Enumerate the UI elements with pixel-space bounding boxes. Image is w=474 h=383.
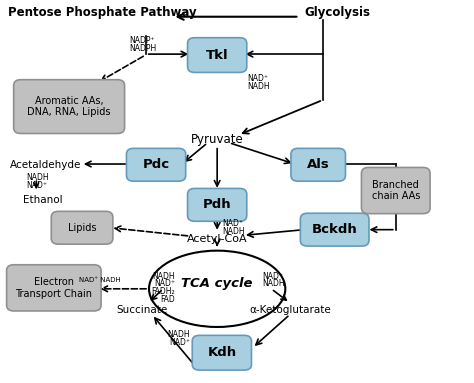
Text: Acetaldehyde: Acetaldehyde xyxy=(10,160,82,170)
FancyBboxPatch shape xyxy=(291,148,346,181)
Text: Succinate: Succinate xyxy=(116,305,168,315)
Text: NADPH: NADPH xyxy=(129,44,156,53)
Text: Pentose Phosphate Pathway: Pentose Phosphate Pathway xyxy=(8,6,197,19)
Text: Pdc: Pdc xyxy=(143,158,170,171)
Text: NAD⁺: NAD⁺ xyxy=(247,74,268,83)
Text: NADH: NADH xyxy=(26,173,48,182)
FancyBboxPatch shape xyxy=(51,211,113,244)
Text: Lipids: Lipids xyxy=(68,223,96,233)
Text: NAD⁺: NAD⁺ xyxy=(26,181,47,190)
FancyBboxPatch shape xyxy=(188,188,247,221)
Text: Glycolysis: Glycolysis xyxy=(304,6,370,19)
Text: Tkl: Tkl xyxy=(206,49,228,62)
FancyBboxPatch shape xyxy=(188,38,247,72)
Text: Ethanol: Ethanol xyxy=(23,195,63,205)
Text: NAD⁺: NAD⁺ xyxy=(169,338,191,347)
Text: Electron
Transport Chain: Electron Transport Chain xyxy=(15,277,92,299)
FancyBboxPatch shape xyxy=(192,336,252,370)
FancyBboxPatch shape xyxy=(14,80,125,134)
Text: Pyruvate: Pyruvate xyxy=(191,133,244,146)
FancyBboxPatch shape xyxy=(301,213,369,246)
Text: Bckdh: Bckdh xyxy=(312,223,357,236)
Text: NADH: NADH xyxy=(262,279,284,288)
Text: Als: Als xyxy=(307,158,329,171)
Text: Kdh: Kdh xyxy=(207,346,237,359)
Text: NADH: NADH xyxy=(152,272,175,281)
Text: NAD⁺ NADH: NAD⁺ NADH xyxy=(79,277,120,283)
Text: Pdh: Pdh xyxy=(203,198,231,211)
Text: Branched
chain AAs: Branched chain AAs xyxy=(372,180,420,201)
Text: NADH: NADH xyxy=(247,82,269,92)
FancyBboxPatch shape xyxy=(362,167,430,214)
Text: FAD: FAD xyxy=(160,295,175,304)
Text: FADH₂: FADH₂ xyxy=(151,287,175,296)
Text: NADH: NADH xyxy=(222,227,245,236)
Text: NAD⁺: NAD⁺ xyxy=(154,279,175,288)
FancyBboxPatch shape xyxy=(127,148,186,181)
Text: NADP⁺: NADP⁺ xyxy=(129,36,155,45)
Text: NADH: NADH xyxy=(168,330,191,339)
FancyBboxPatch shape xyxy=(7,265,101,311)
Text: NAD⁺: NAD⁺ xyxy=(222,219,243,228)
Text: Acetyl-CoA: Acetyl-CoA xyxy=(187,234,247,244)
Text: TCA cycle: TCA cycle xyxy=(182,277,253,290)
Text: α-Ketoglutarate: α-Ketoglutarate xyxy=(249,305,331,315)
Text: NAD⁺: NAD⁺ xyxy=(262,272,283,281)
Text: Aromatic AAs,
DNA, RNA, Lipids: Aromatic AAs, DNA, RNA, Lipids xyxy=(27,96,111,118)
